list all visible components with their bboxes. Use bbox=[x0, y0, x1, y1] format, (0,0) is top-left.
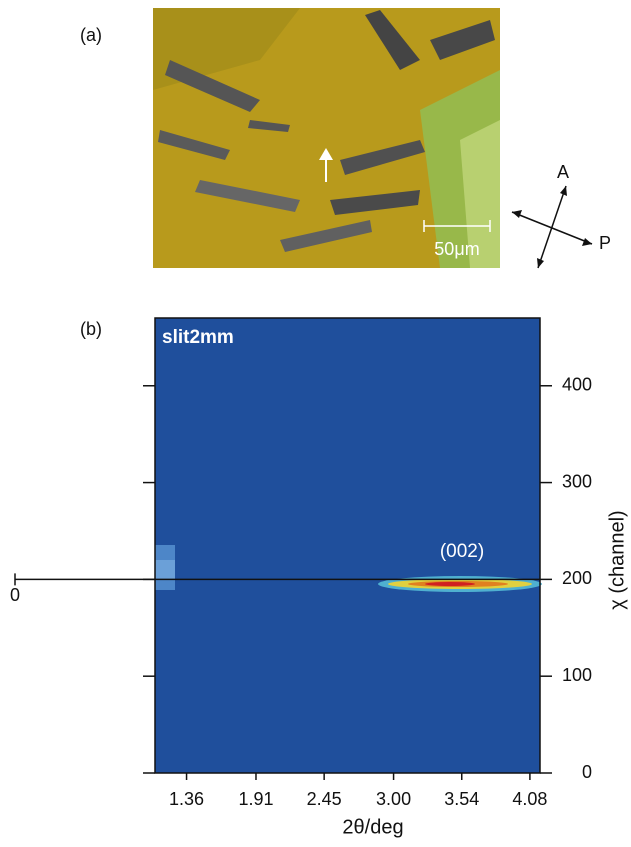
panel-label: (a) bbox=[80, 25, 102, 45]
arrow-head bbox=[582, 238, 592, 246]
polarizer-label: P bbox=[599, 233, 611, 253]
chart-title: slit2mm bbox=[162, 327, 234, 348]
x-tick-label: 1.91 bbox=[238, 789, 273, 809]
reference-label: 0 bbox=[10, 585, 20, 605]
scale-bar-label: 50μm bbox=[434, 239, 479, 259]
x-tick-label: 1.36 bbox=[169, 789, 204, 809]
y-tick-label: 0 bbox=[582, 762, 592, 782]
annotation: (002) bbox=[440, 541, 484, 562]
y-tick-label: 300 bbox=[562, 471, 592, 491]
y-tick-label: 100 bbox=[562, 665, 592, 685]
arrow-head bbox=[537, 258, 544, 268]
micrograph bbox=[153, 8, 500, 268]
x-tick-label: 2.45 bbox=[307, 789, 342, 809]
x-tick-label: 4.08 bbox=[512, 789, 547, 809]
polarizer-compass bbox=[512, 186, 592, 268]
y-tick-label: 200 bbox=[562, 568, 592, 588]
figure: (a) 50μm A P (b) slit bbox=[0, 0, 631, 842]
panel-label: (b) bbox=[80, 319, 102, 339]
x-axis-label: 2θ/deg bbox=[342, 816, 403, 838]
x-tick-label: 3.00 bbox=[376, 789, 411, 809]
arrow-head bbox=[560, 186, 567, 196]
arrow-head bbox=[512, 210, 522, 218]
y-tick-label: 400 bbox=[562, 375, 592, 395]
analyzer-label: A bbox=[557, 162, 569, 182]
x-tick-label: 3.54 bbox=[444, 789, 479, 809]
y-axis-label: χ (channel) bbox=[606, 510, 628, 609]
